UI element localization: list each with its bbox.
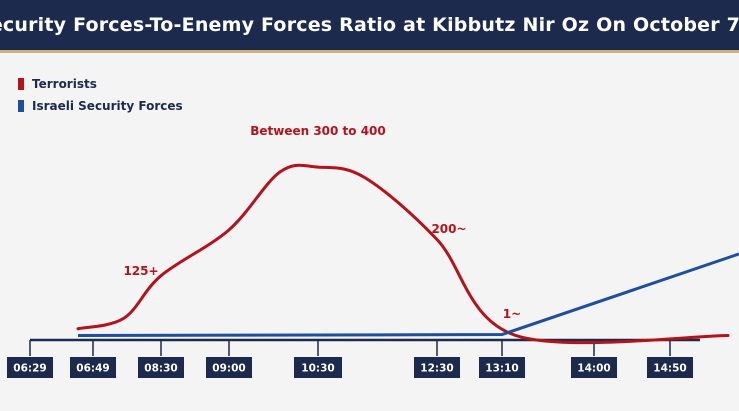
- series-line-security-forces: [77, 252, 739, 338]
- series-line-terrorists: [76, 163, 730, 345]
- chart-title: Security Forces-To-Enemy Forces Ratio at…: [0, 14, 739, 36]
- x-tick-label-06:49: 06:49: [76, 363, 109, 375]
- legend-swatch-security-forces: [18, 100, 24, 112]
- x-tick-badge-13:10: [479, 357, 525, 378]
- series-layer: [76, 163, 739, 345]
- annotation-3: 1~: [503, 307, 521, 321]
- x-tick-label-06:29: 06:29: [13, 363, 46, 375]
- x-tick-label-10:30: 10:30: [301, 363, 334, 375]
- annotation-1: 125+: [123, 264, 158, 278]
- x-axis: 06:29 06:49 08:30 09:00 10:30 12:30 13:10 14:00…: [7, 338, 700, 378]
- x-tick-badge-14:00: [571, 357, 617, 378]
- x-tick-badge-09:00: [206, 357, 252, 378]
- legend-item-terrorists: Terrorists: [18, 74, 183, 94]
- x-tick-badge-06:49: [70, 357, 116, 378]
- title-banner: Security Forces-To-Enemy Forces Ratio at…: [0, 0, 739, 53]
- x-tick-label-13:10: 13:10: [485, 363, 518, 375]
- x-tick-badge-08:30: [138, 357, 184, 378]
- legend: Terrorists Israeli Security Forces: [18, 74, 183, 118]
- x-tick-label-12:30: 12:30: [420, 363, 453, 375]
- x-tick-badge-12:30: [414, 357, 460, 378]
- annotation-2: 200~: [431, 222, 466, 236]
- legend-label-terrorists: Terrorists: [32, 77, 97, 91]
- legend-label-security-forces: Israeli Security Forces: [32, 99, 183, 113]
- x-tick-label-08:30: 08:30: [144, 363, 177, 375]
- x-tick-badge-10:30: [294, 357, 342, 378]
- legend-swatch-terrorists: [18, 78, 24, 90]
- x-tick-badge-06:29: [7, 357, 53, 378]
- annotation-layer: Between 300 to 400 125+ 200~ 1~: [123, 124, 521, 321]
- x-tick-label-14:00: 14:00: [577, 363, 610, 375]
- annotation-0: Between 300 to 400: [250, 124, 386, 138]
- x-tick-label-09:00: 09:00: [212, 363, 245, 375]
- x-tick-badge-14:50: [647, 357, 693, 378]
- legend-item-security-forces: Israeli Security Forces: [18, 96, 183, 116]
- x-tick-label-14:50: 14:50: [653, 363, 686, 375]
